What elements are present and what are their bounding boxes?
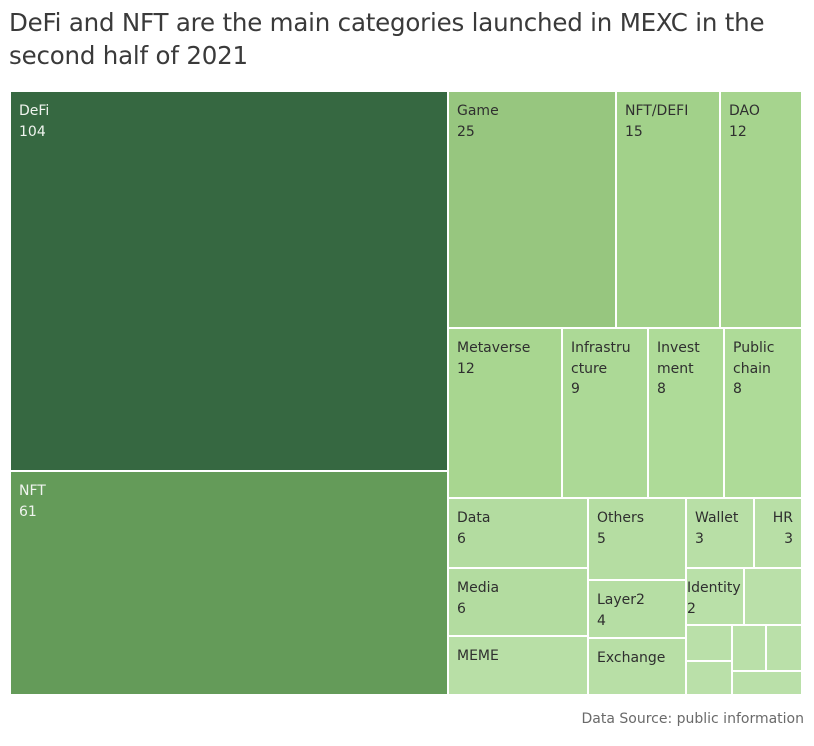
treemap-tile-nft-defi: NFT/DEFI 15 <box>616 91 720 328</box>
tile-name: Public <box>733 340 775 356</box>
tile-name: chain <box>733 360 771 377</box>
tile-value: 4 <box>597 612 606 629</box>
treemap-tile-unlabeled-23 <box>732 671 802 695</box>
tile-value: 2 <box>687 600 696 617</box>
tile-value: 12 <box>457 360 475 377</box>
tile-name: Wallet <box>695 510 739 526</box>
treemap-tile-game: Game 25 <box>448 91 616 328</box>
tile-label: Metaverse 12 <box>457 338 530 379</box>
tile-value: 3 <box>695 530 704 547</box>
tile-value: 9 <box>571 381 580 397</box>
treemap-tile-others: Others 5 <box>588 498 686 580</box>
tile-name: NFT/DEFI <box>625 103 689 119</box>
tile-label: Others 5 <box>597 508 644 549</box>
tile-name: DeFi <box>19 103 50 119</box>
tile-name: cture <box>571 360 608 377</box>
treemap-tile-exchange: Exchange <box>588 638 686 695</box>
tile-label: Game 25 <box>457 101 499 142</box>
treemap-tile-unlabeled-19 <box>686 625 732 661</box>
treemap-tile-nft: NFT 61 <box>10 471 448 695</box>
tile-name: DAO <box>729 103 760 119</box>
tile-name: MEME <box>457 648 499 664</box>
tile-value: 6 <box>457 530 466 547</box>
treemap-tile-public-chain: Public chain 8 <box>724 328 802 498</box>
tile-name: Exchange <box>597 650 666 666</box>
tile-label: Identity 2 <box>687 578 741 619</box>
tile-value: 61 <box>19 503 37 520</box>
tile-value: 5 <box>597 530 606 547</box>
tile-name: NFT <box>19 483 46 499</box>
tile-name: Layer2 <box>597 592 645 608</box>
treemap-tile-data: Data 6 <box>448 498 588 568</box>
treemap-tile-identity: Identity 2 <box>686 568 744 625</box>
treemap-tile-metaverse: Metaverse 12 <box>448 328 562 498</box>
chart-title: DeFi and NFT are the main categories lau… <box>9 8 765 70</box>
tile-name: Identity <box>687 580 741 596</box>
treemap-tile-hr: HR 3 <box>754 498 802 568</box>
treemap-tile-unlabeled-21 <box>766 625 802 671</box>
tile-value: 25 <box>457 123 475 140</box>
tile-label: Layer2 4 <box>597 590 645 631</box>
tile-value: 8 <box>733 381 742 397</box>
treemap-tile-wallet: Wallet 3 <box>686 498 754 568</box>
treemap-tile-infrastructure: Infrastru cture 9 <box>562 328 648 498</box>
treemap-tile-investment: Invest ment 8 <box>648 328 724 498</box>
treemap-tile-dao: DAO 12 <box>720 91 802 328</box>
tile-name: Game <box>457 103 499 119</box>
treemap-tile-unlabeled-22 <box>686 661 732 695</box>
treemap-tile-media: Media 6 <box>448 568 588 636</box>
tile-label: NFT/DEFI 15 <box>625 101 688 142</box>
tile-value: 3 <box>784 530 793 547</box>
tile-label: Invest ment 8 <box>657 338 700 400</box>
tile-label: Media 6 <box>457 578 499 619</box>
tile-label: Exchange <box>597 648 665 669</box>
tile-label: Public chain 8 <box>733 338 774 400</box>
tile-name: Infrastru <box>571 340 631 356</box>
data-source-note: Data Source: public information <box>581 711 804 727</box>
tile-name: Metaverse <box>457 340 531 356</box>
tile-label: Wallet 3 <box>695 508 738 549</box>
tile-label: MEME <box>457 646 499 667</box>
tile-label: Infrastru cture 9 <box>571 338 631 400</box>
tile-label: DAO 12 <box>729 101 760 142</box>
tile-label: NFT 61 <box>19 481 46 522</box>
treemap-tile-unlabeled-18 <box>744 568 802 625</box>
treemap-tile-defi: DeFi 104 <box>10 91 448 471</box>
treemap-tile-unlabeled-20 <box>732 625 766 671</box>
tile-name: ment <box>657 360 694 377</box>
tile-value: 6 <box>457 600 466 617</box>
tile-value: 8 <box>657 381 666 397</box>
treemap-tile-meme: MEME <box>448 636 588 695</box>
tile-value: 12 <box>729 123 747 140</box>
tile-value: 104 <box>19 123 46 140</box>
treemap-tile-layer2: Layer2 4 <box>588 580 686 638</box>
tile-name: Data <box>457 510 491 526</box>
treemap: DeFi 104 NFT 61 Game 25 NFT/DEFI 15 DAO 12 Metaver… <box>10 91 802 695</box>
tile-label: Data 6 <box>457 508 490 549</box>
tile-name: Others <box>597 510 645 526</box>
tile-label: HR 3 <box>773 508 793 549</box>
tile-name: Media <box>457 580 500 596</box>
tile-value: 15 <box>625 123 643 140</box>
tile-label: DeFi 104 <box>19 101 49 142</box>
tile-name: Invest <box>657 340 700 356</box>
tile-name: HR <box>772 510 793 526</box>
